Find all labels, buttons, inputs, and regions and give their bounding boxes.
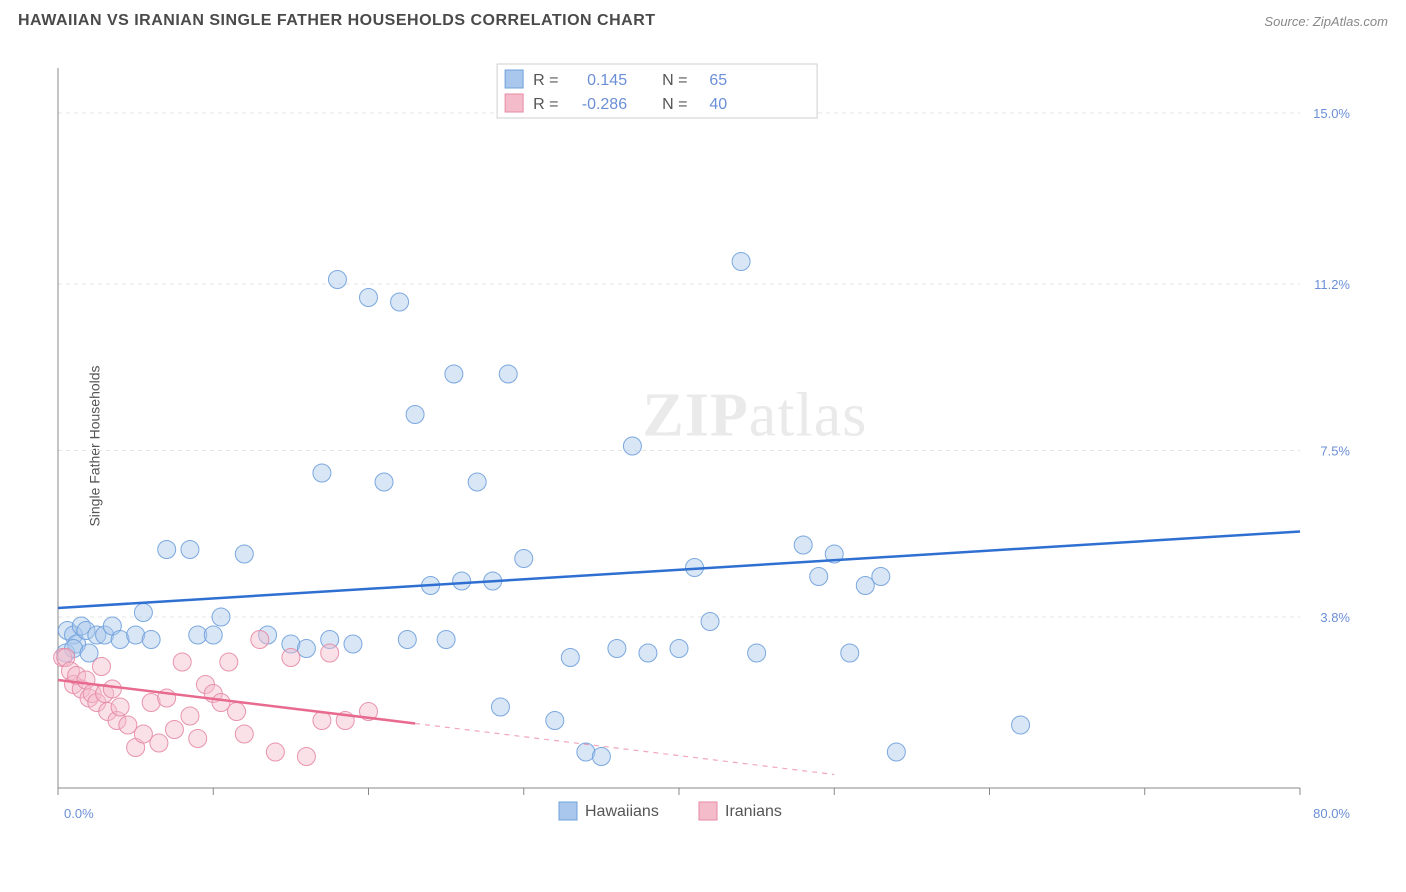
scatter-point xyxy=(235,725,253,743)
scatter-point xyxy=(406,406,424,424)
legend-n-value: 40 xyxy=(709,96,727,113)
scatter-point xyxy=(360,289,378,307)
scatter-point xyxy=(794,536,812,554)
scatter-point xyxy=(499,365,517,383)
trend-line xyxy=(58,532,1300,609)
scatter-point xyxy=(887,743,905,761)
source-label: Source: xyxy=(1264,14,1309,29)
scatter-point xyxy=(872,568,890,586)
scatter-point xyxy=(375,473,393,491)
scatter-point xyxy=(111,698,129,716)
x-min-label: 0.0% xyxy=(64,806,94,821)
scatter-point xyxy=(561,649,579,667)
y-tick-label: 7.5% xyxy=(1320,444,1350,459)
scatter-point xyxy=(220,653,238,671)
x-max-label: 80.0% xyxy=(1313,806,1350,821)
legend-swatch xyxy=(699,802,717,820)
correlation-legend: R = 0.145 N = 65 R = -0.286 N = 40 xyxy=(497,64,817,118)
scatter-point xyxy=(398,631,416,649)
source-attribution: Source: ZipAtlas.com xyxy=(1264,14,1388,29)
scatter-point xyxy=(165,721,183,739)
scatter-point xyxy=(670,640,688,658)
legend-r-value: -0.286 xyxy=(582,96,627,113)
scatter-point xyxy=(181,707,199,725)
scatter-point xyxy=(328,271,346,289)
y-tick-label: 15.0% xyxy=(1313,106,1350,121)
scatter-chart: 3.8% 7.5% 11.2% 15.0% 0.0% 80.0% ZIPatlas R = 0.… xyxy=(50,58,1380,828)
scatter-point xyxy=(204,626,222,644)
scatter-point xyxy=(103,680,121,698)
scatter-point xyxy=(212,608,230,626)
scatter-point xyxy=(701,613,719,631)
watermark: ZIPatlas xyxy=(642,381,867,449)
source-link[interactable]: ZipAtlas.com xyxy=(1313,14,1388,29)
scatter-point xyxy=(623,437,641,455)
legend-swatch xyxy=(505,70,523,88)
scatter-point xyxy=(142,631,160,649)
scatter-point xyxy=(134,604,152,622)
scatter-point xyxy=(1012,716,1030,734)
scatter-point xyxy=(92,658,110,676)
scatter-point xyxy=(453,572,471,590)
series-legend: Hawaiians Iranians xyxy=(559,802,782,820)
scatter-point xyxy=(468,473,486,491)
scatter-point xyxy=(546,712,564,730)
scatter-point xyxy=(173,653,191,671)
scatter-point xyxy=(235,545,253,563)
scatter-point xyxy=(391,293,409,311)
scatter-point xyxy=(282,649,300,667)
legend-r-value: 0.145 xyxy=(587,72,627,89)
scatter-point xyxy=(150,734,168,752)
scatter-point xyxy=(212,694,230,712)
scatter-point xyxy=(856,577,874,595)
scatter-point xyxy=(748,644,766,662)
scatter-point xyxy=(592,748,610,766)
chart-header: HAWAIIAN VS IRANIAN SINGLE FATHER HOUSEH… xyxy=(0,0,1406,38)
scatter-point xyxy=(515,550,533,568)
legend-n-label: N = xyxy=(662,72,687,89)
legend-n-label: N = xyxy=(662,96,687,113)
scatter-point xyxy=(297,748,315,766)
scatter-point xyxy=(732,253,750,271)
y-tick-label: 11.2% xyxy=(1314,277,1350,292)
scatter-point xyxy=(134,725,152,743)
legend-series-label: Iranians xyxy=(725,803,782,820)
scatter-point xyxy=(313,712,331,730)
y-tick-label: 3.8% xyxy=(1320,610,1350,625)
scatter-point xyxy=(608,640,626,658)
scatter-point xyxy=(297,640,315,658)
legend-r-label: R = xyxy=(533,96,558,113)
scatter-point xyxy=(266,743,284,761)
scatter-point xyxy=(119,716,137,734)
scatter-point xyxy=(189,730,207,748)
scatter-point xyxy=(313,464,331,482)
scatter-point xyxy=(437,631,455,649)
scatter-point xyxy=(445,365,463,383)
legend-swatch xyxy=(505,94,523,112)
chart-area: 3.8% 7.5% 11.2% 15.0% 0.0% 80.0% ZIPatlas R = 0.… xyxy=(50,58,1380,828)
scatter-point xyxy=(181,541,199,559)
chart-title: HAWAIIAN VS IRANIAN SINGLE FATHER HOUSEH… xyxy=(18,12,656,30)
legend-series-label: Hawaiians xyxy=(585,803,659,820)
legend-r-label: R = xyxy=(533,72,558,89)
scatter-point xyxy=(810,568,828,586)
scatter-point xyxy=(841,644,859,662)
legend-n-value: 65 xyxy=(709,72,727,89)
scatter-point xyxy=(639,644,657,662)
scatter-point xyxy=(251,631,269,649)
scatter-point xyxy=(344,635,362,653)
trend-line-extrapolated xyxy=(415,723,834,774)
scatter-point xyxy=(228,703,246,721)
scatter-point xyxy=(158,541,176,559)
scatter-point xyxy=(321,644,339,662)
scatter-point xyxy=(491,698,509,716)
legend-swatch xyxy=(559,802,577,820)
